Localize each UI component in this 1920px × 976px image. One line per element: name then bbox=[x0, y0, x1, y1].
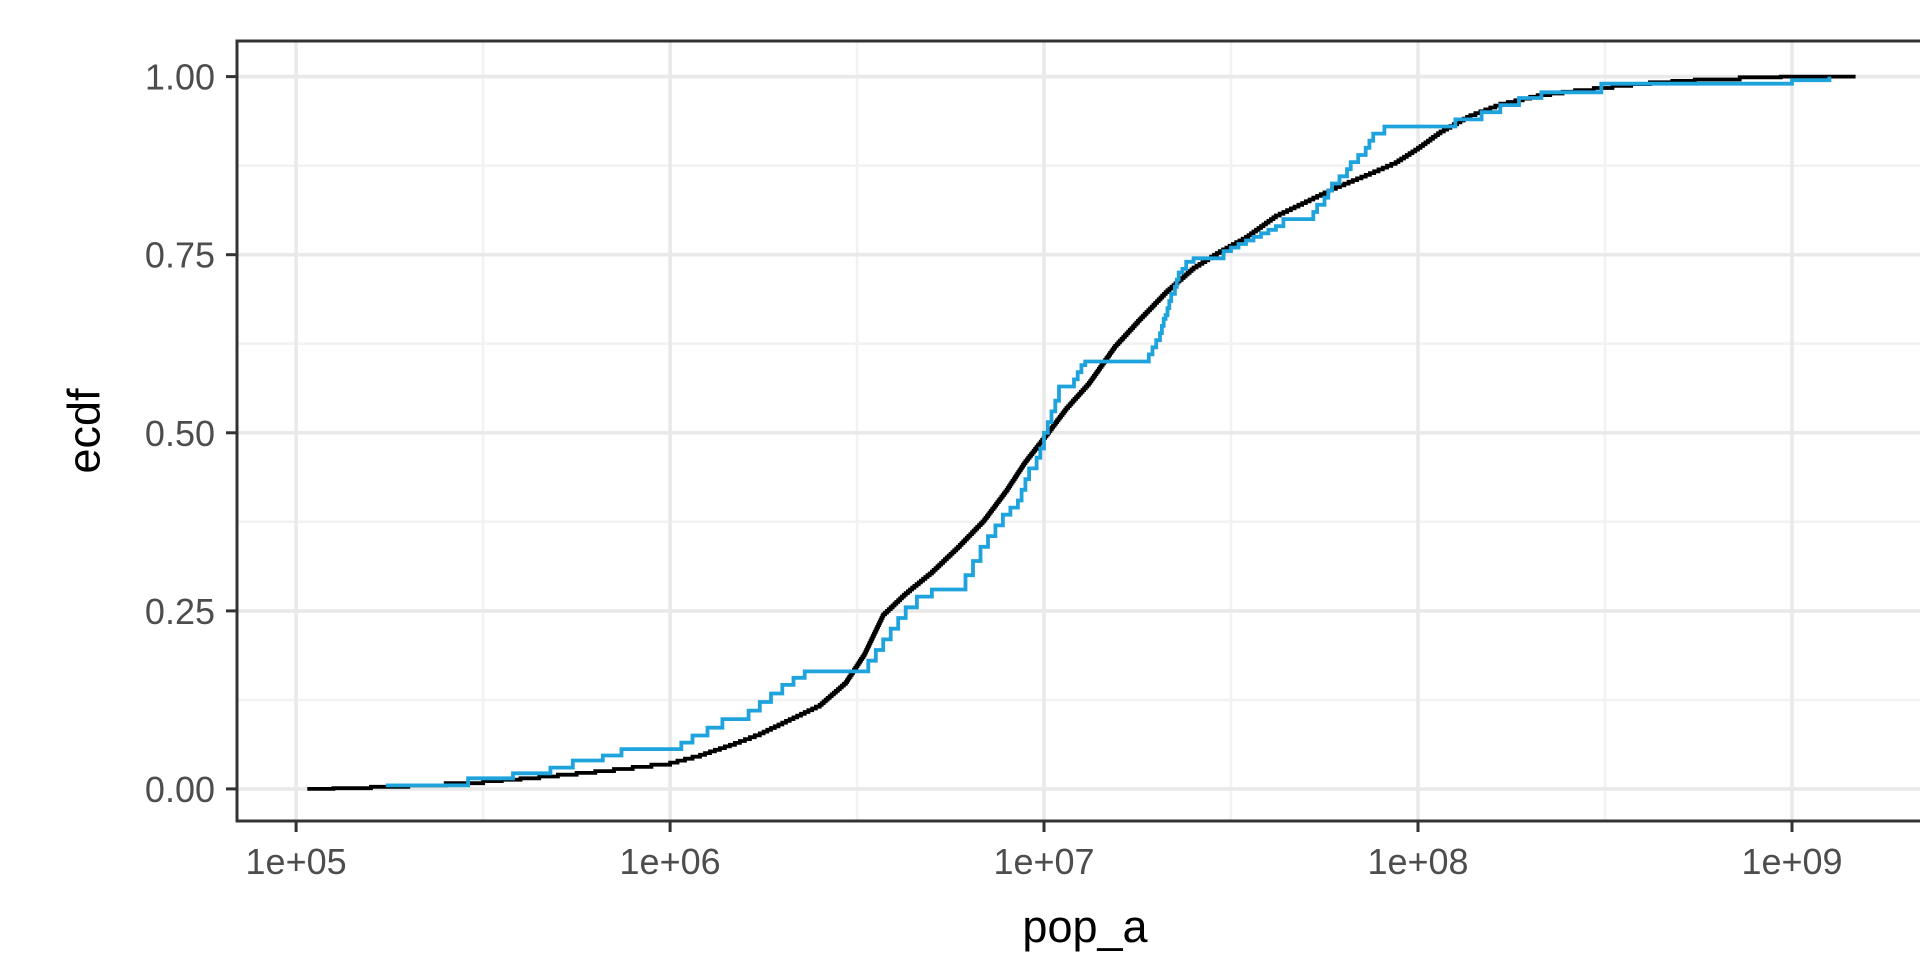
x-tick-label: 1e+06 bbox=[620, 841, 721, 882]
plot-area: 1e+05 1e+06 1e+07 1e+08 1e+09 0.00 0.25 0.50 0.7… bbox=[145, 39, 1920, 882]
x-axis-ticks: 1e+05 1e+06 1e+07 1e+08 1e+09 bbox=[246, 821, 1843, 882]
y-axis-ticks: 0.00 0.25 0.50 0.75 1.00 bbox=[145, 57, 237, 810]
x-tick-label: 1e+05 bbox=[246, 841, 347, 882]
ecdf-line-blue bbox=[385, 76, 1832, 788]
y-tick-label: 1.00 bbox=[145, 57, 215, 98]
y-axis-title: ecdf bbox=[58, 388, 110, 474]
x-tick-label: 1e+07 bbox=[993, 841, 1094, 882]
y-tick-label: 0.00 bbox=[145, 769, 215, 810]
y-tick-label: 0.75 bbox=[145, 235, 215, 276]
x-axis-title: pop_a bbox=[1022, 901, 1148, 952]
x-tick-label: 1e+08 bbox=[1367, 841, 1468, 882]
y-tick-label: 0.50 bbox=[145, 413, 215, 454]
y-tick-label: 0.25 bbox=[145, 591, 215, 632]
ecdf-chart: 1e+05 1e+06 1e+07 1e+08 1e+09 0.00 0.25 0.50 0.7… bbox=[40, 16, 1920, 976]
panel-border bbox=[235, 39, 1920, 823]
x-tick-label: 1e+09 bbox=[1741, 841, 1842, 882]
